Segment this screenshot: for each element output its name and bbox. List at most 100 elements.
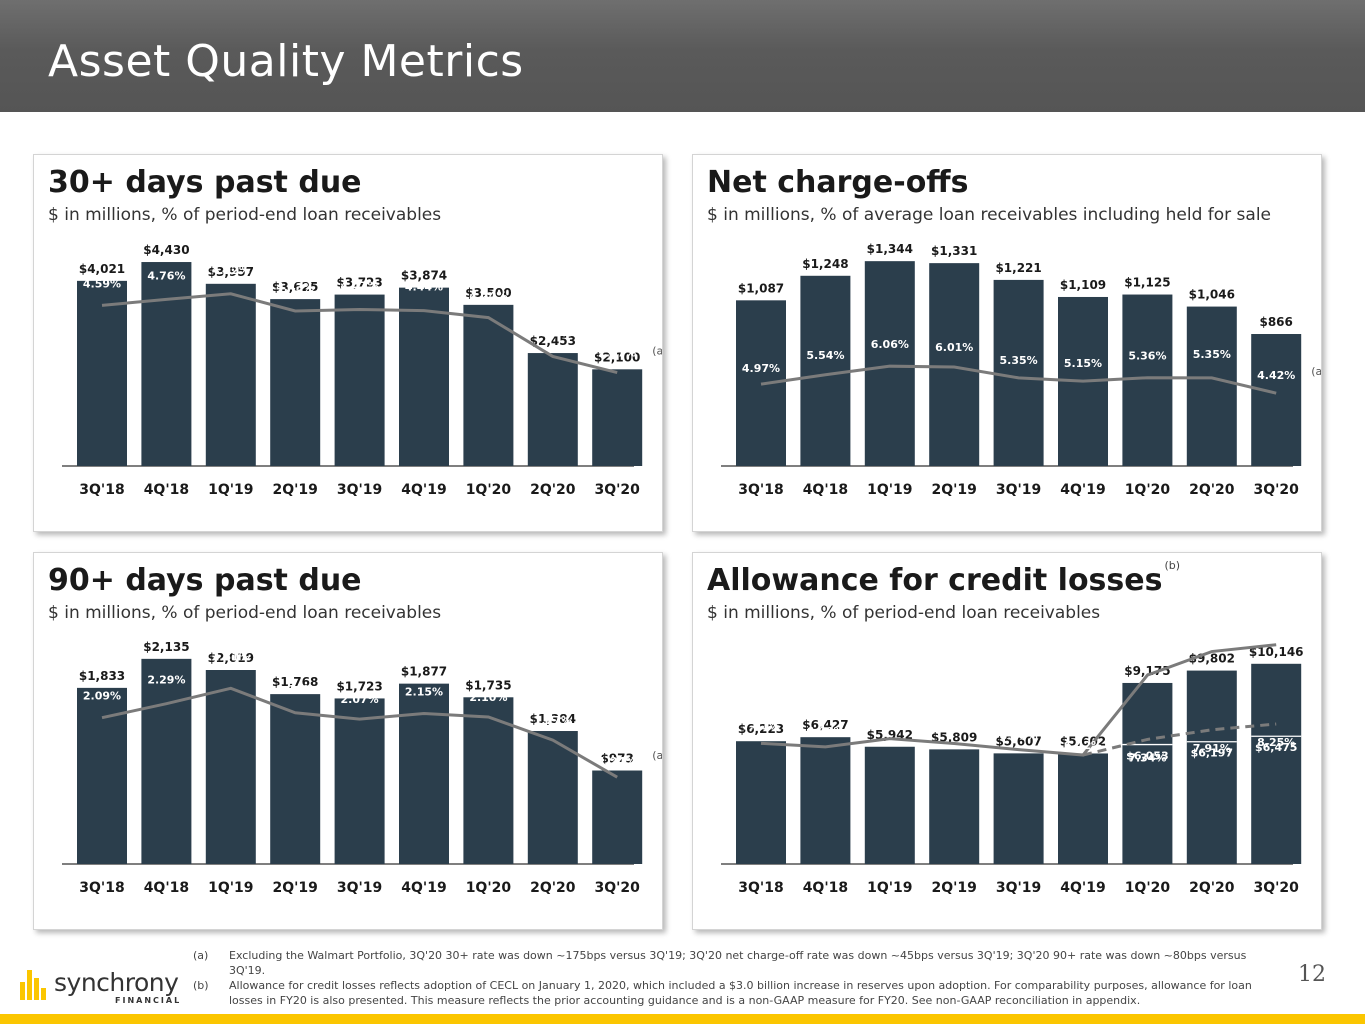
rate-line xyxy=(101,292,618,375)
bar xyxy=(1251,663,1302,864)
x-tick-label: 4Q'19 xyxy=(401,880,446,896)
rate-label: 1.77% xyxy=(534,714,572,727)
bar xyxy=(864,746,915,864)
bar xyxy=(1122,294,1173,466)
rate-label: 4.76% xyxy=(147,269,185,282)
bar xyxy=(592,770,643,864)
chart-panel-90-days-past-due: 90+ days past due $ in millions, % of pe… xyxy=(33,552,663,930)
bar xyxy=(800,275,851,466)
prior-guidance-rate-label: 7.34% xyxy=(1128,751,1166,764)
bar-value-label: $1,046 xyxy=(1189,288,1235,302)
rate-label: 2.15% xyxy=(405,686,443,699)
prior-guidance-rate-label: 7.91% xyxy=(1193,742,1231,755)
x-tick-label: 2Q'20 xyxy=(1189,482,1235,498)
chart-title: Net charge-offs xyxy=(707,165,969,200)
bar xyxy=(463,304,514,466)
footnote-mark: (a) xyxy=(193,949,209,962)
rate-label: 5.35% xyxy=(1000,354,1038,367)
chart-panel-net-charge-offs: Net charge-offs $ in millions, % of aver… xyxy=(692,154,1322,532)
bar xyxy=(270,299,321,466)
chart-title: 30+ days past due xyxy=(48,165,362,200)
x-tick-label: 2Q'19 xyxy=(272,880,317,896)
rate-label: 5.35% xyxy=(1193,348,1231,361)
x-tick-label: 1Q'19 xyxy=(867,880,912,896)
x-tick-label: 4Q'18 xyxy=(803,482,848,498)
bar-value-label: $10,146 xyxy=(1249,645,1304,659)
bar xyxy=(1122,682,1173,864)
rate-label: 2.09% xyxy=(83,690,121,703)
bar-value-label: $5,809 xyxy=(931,730,977,744)
bar xyxy=(527,731,578,864)
x-tick-label: 4Q'19 xyxy=(1060,482,1105,498)
x-tick-label: 2Q'19 xyxy=(931,880,976,896)
rate-label: 5.15% xyxy=(1064,357,1102,370)
bar xyxy=(334,294,385,466)
rate-label: 6.06% xyxy=(871,338,909,351)
bar xyxy=(929,749,980,864)
bar-value-label: $1,723 xyxy=(336,679,382,693)
bar-value-label: $866 xyxy=(1259,315,1292,329)
footnote-a-marker: (a) xyxy=(652,749,662,762)
bar xyxy=(205,670,256,864)
x-tick-label: 3Q'19 xyxy=(996,880,1041,896)
bar-value-label: $1,248 xyxy=(802,257,848,271)
bar xyxy=(1058,753,1108,864)
bar-value-label: $1,833 xyxy=(79,669,125,683)
footnote-mark: (b) xyxy=(193,979,209,992)
x-tick-label: 2Q'20 xyxy=(530,482,576,498)
bar-value-label: $1,331 xyxy=(931,244,977,258)
bar xyxy=(993,753,1044,864)
rate-label: 2.10% xyxy=(469,691,507,704)
bar xyxy=(929,263,980,466)
bar xyxy=(993,279,1044,466)
chart-panel-30-days-past-due: 30+ days past due $ in millions, % of pe… xyxy=(33,154,663,532)
rate-label: 5.36% xyxy=(1128,350,1166,363)
rate-label: 6.90% xyxy=(806,725,844,738)
bar-value-label: $4,430 xyxy=(143,243,189,257)
rate-label: 3.13% xyxy=(534,326,572,339)
x-tick-label: 1Q'19 xyxy=(867,482,912,498)
footnotes: (a) Excluding the Walmart Portfolio, 3Q'… xyxy=(193,948,1283,1008)
bar-value-label: $1,221 xyxy=(995,261,1041,275)
bar xyxy=(334,698,385,864)
x-tick-label: 3Q'18 xyxy=(79,482,124,498)
bar xyxy=(864,261,915,466)
rate-label: 2.29% xyxy=(147,674,185,687)
x-tick-label: 2Q'20 xyxy=(1189,880,1235,896)
bar xyxy=(205,283,256,466)
rate-label: 2.67% xyxy=(598,347,636,360)
x-tick-label: 3Q'20 xyxy=(594,880,640,896)
bar-value-label: $2,100 xyxy=(594,350,640,364)
x-tick-label: 1Q'19 xyxy=(208,880,253,896)
x-tick-label: 2Q'20 xyxy=(530,880,576,896)
bar-value-label: $9,175 xyxy=(1124,664,1170,678)
x-tick-label: 2Q'19 xyxy=(272,482,317,498)
bar-value-label: $3,874 xyxy=(401,269,447,283)
bar-value-label: $3,625 xyxy=(272,280,318,294)
bar-value-label: $3,723 xyxy=(336,276,382,290)
prior-guidance-value-label: $6,053 xyxy=(1126,750,1168,763)
x-tick-label: 2Q'19 xyxy=(931,482,976,498)
bar-value-label: $1,768 xyxy=(272,675,318,689)
rate-label: 4.42% xyxy=(1257,369,1295,382)
bar xyxy=(1251,334,1302,466)
bar-value-label: $973 xyxy=(600,752,633,766)
rate-label: 4.92% xyxy=(212,264,250,277)
bar-value-label: $1,877 xyxy=(401,665,447,679)
bar xyxy=(527,353,578,466)
x-tick-label: 3Q'18 xyxy=(738,482,783,498)
bar xyxy=(1186,670,1237,864)
bar-value-label: $2,135 xyxy=(143,640,189,654)
x-tick-label: 4Q'18 xyxy=(803,880,848,896)
chart-panel-allowance-for-credit-losses: Allowance for credit losses (b) $ in mill… xyxy=(692,552,1322,930)
footnote-a-marker: (a) xyxy=(652,345,662,358)
rate-label: 4.44% xyxy=(405,281,443,294)
footnote-text: Excluding the Walmart Portfolio, 3Q'20 3… xyxy=(229,949,1247,977)
bar-value-label: $5,607 xyxy=(995,734,1041,748)
bar-value-label: $5,602 xyxy=(1060,734,1106,748)
x-tick-label: 3Q'20 xyxy=(1253,880,1299,896)
page-number: 12 xyxy=(1298,962,1326,987)
prior-guidance-rate-label: 8.25% xyxy=(1257,736,1295,749)
x-tick-label: 3Q'19 xyxy=(337,482,382,498)
x-tick-label: 3Q'19 xyxy=(996,482,1041,498)
